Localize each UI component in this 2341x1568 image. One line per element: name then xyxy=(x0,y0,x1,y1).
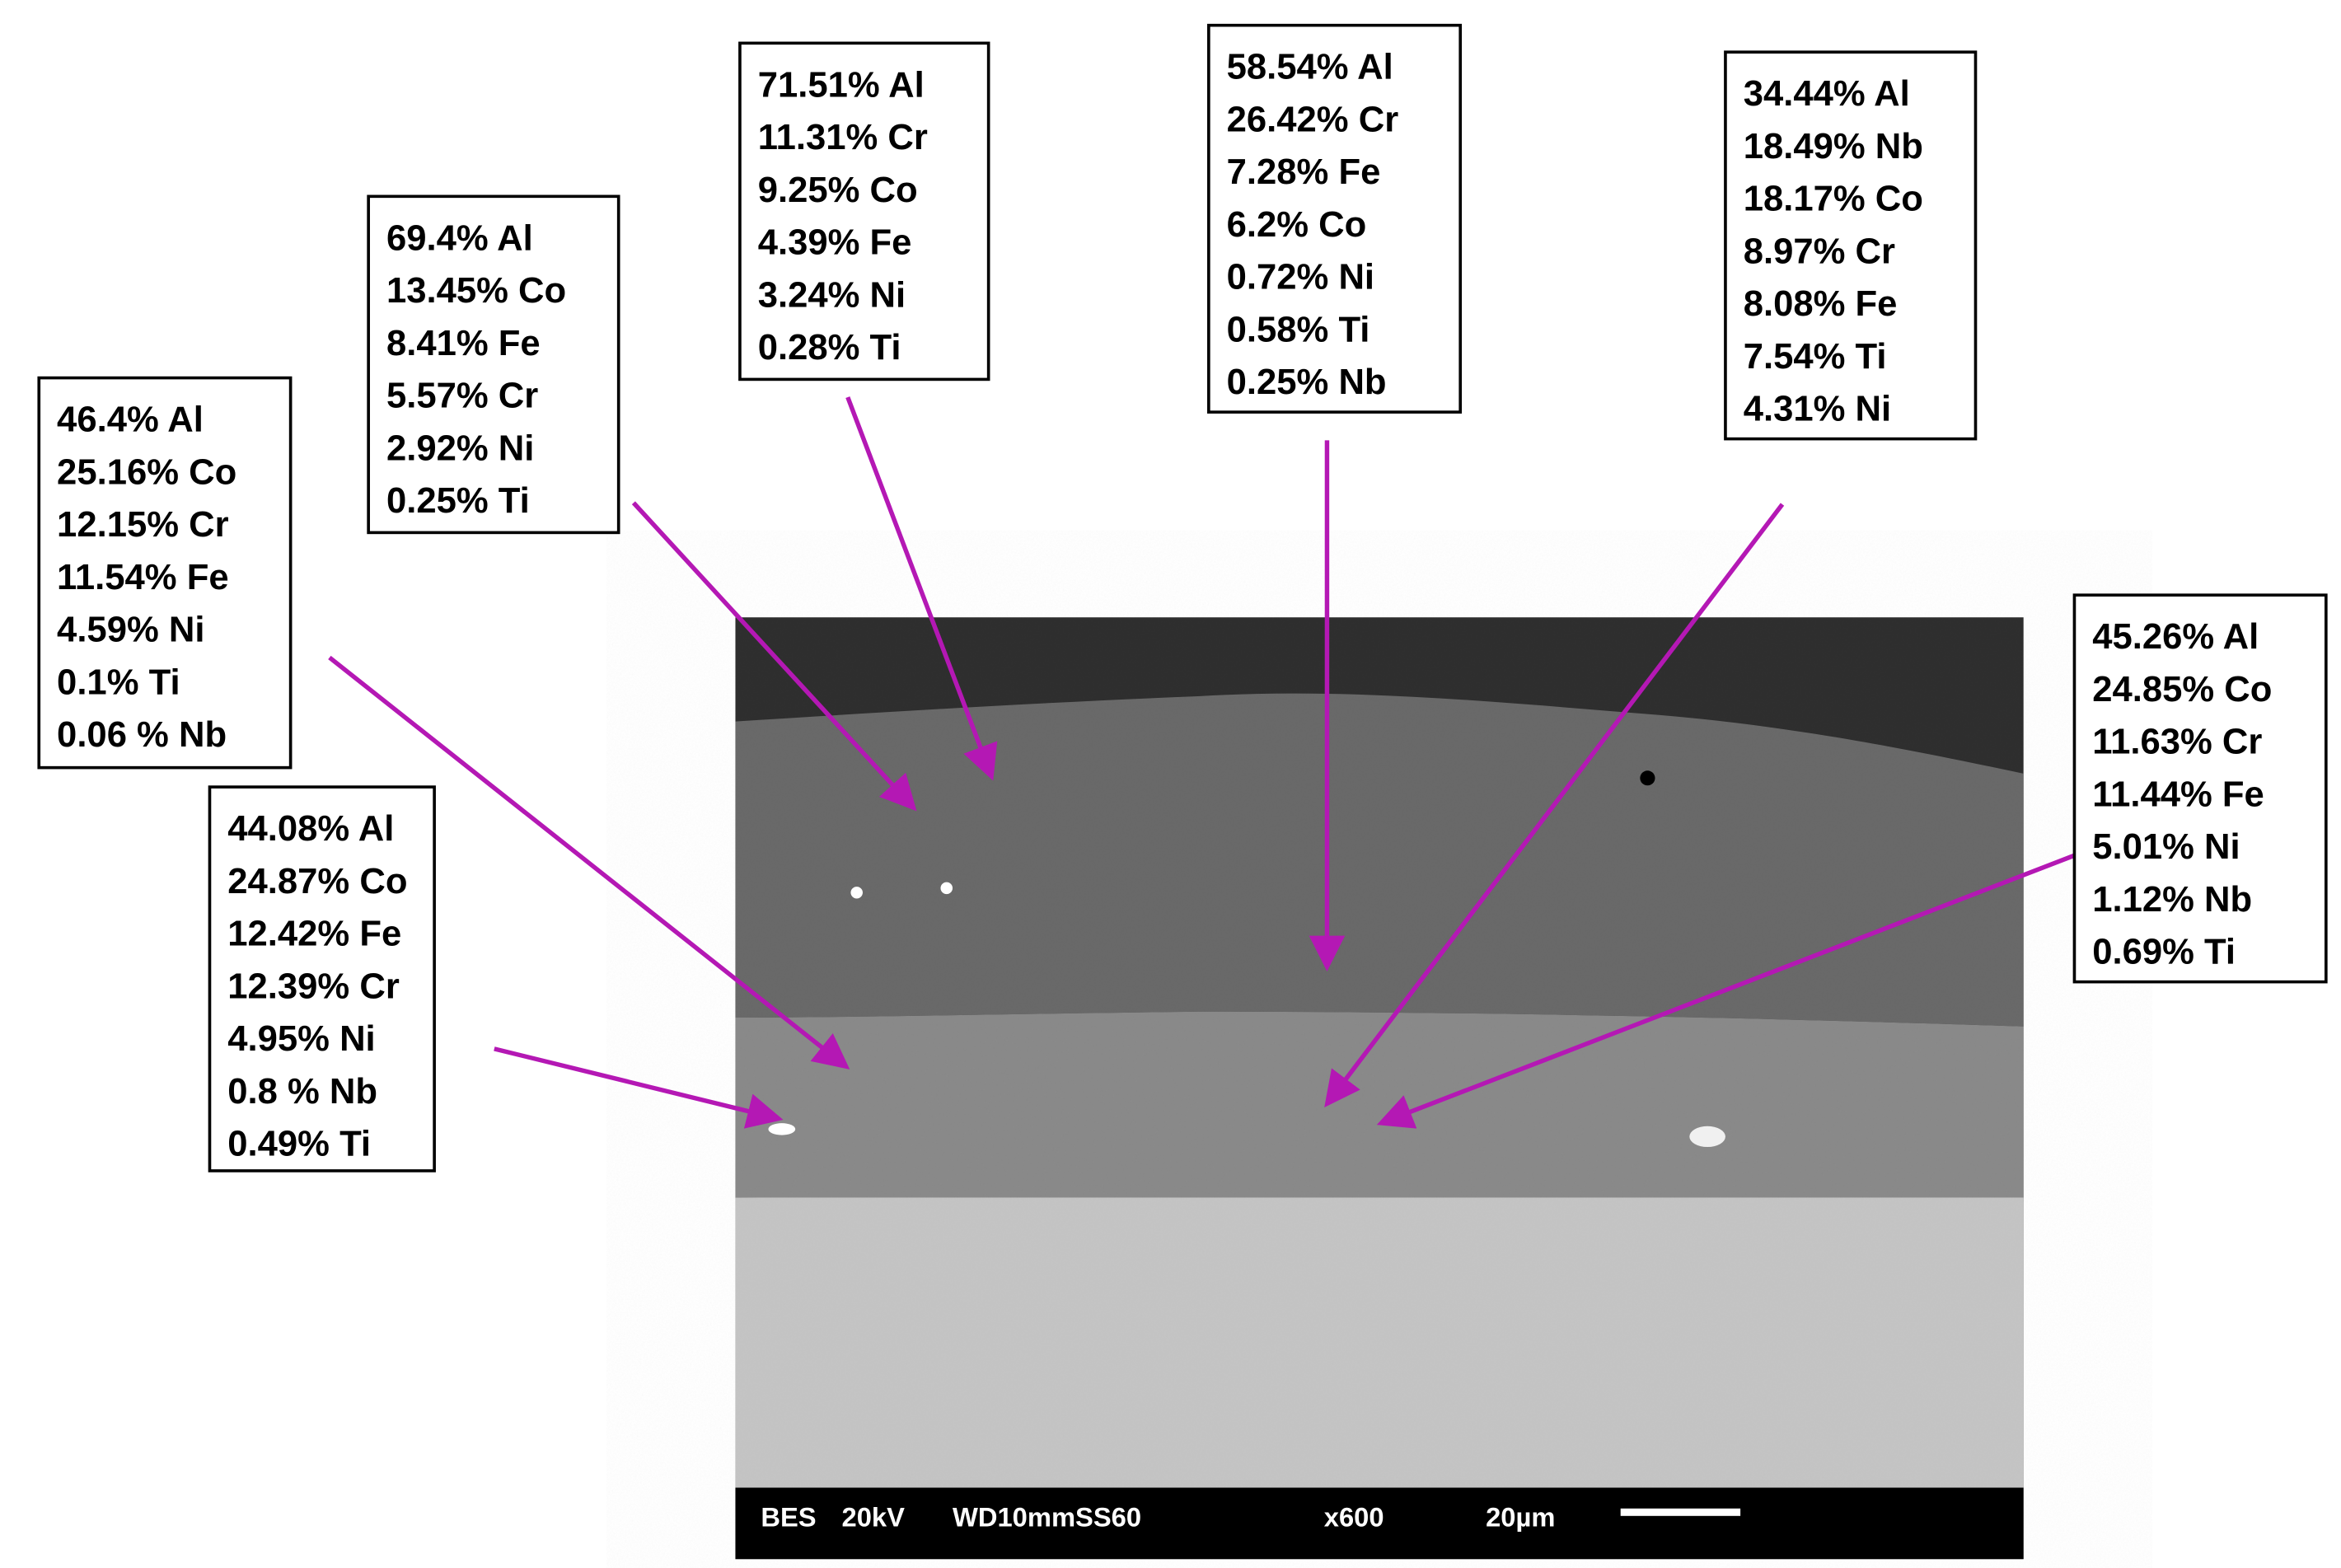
composition-line: 12.42% Fe xyxy=(227,915,401,954)
composition-line: 45.26% Al xyxy=(2092,617,2259,657)
composition-line: 0.69% Ti xyxy=(2092,933,2236,972)
composition-line: 9.25% Co xyxy=(758,171,918,210)
composition-line: 2.92% Ni xyxy=(386,428,534,468)
composition-line: 13.45% Co xyxy=(386,271,566,311)
composition-line: 46.4% Al xyxy=(57,400,204,440)
composition-line: 12.39% Cr xyxy=(227,967,400,1006)
composition-line: 11.54% Fe xyxy=(57,558,229,597)
composition-line: 0.49% Ti xyxy=(227,1125,371,1164)
composition-line: 4.31% Ni xyxy=(1744,390,1891,429)
composition-line: 25.16% Co xyxy=(57,452,236,492)
info-magnification: x600 xyxy=(1324,1502,1384,1533)
composition-line: 5.57% Cr xyxy=(386,377,538,416)
composition-line: 69.4% Al xyxy=(386,218,533,258)
figure: BES 20kV WD10mmSS60 x600 20µm 46.4% Al 25.16%… xyxy=(0,0,2341,1568)
composition-line: 0.28% Ti xyxy=(758,328,901,367)
info-settings: WD10mmSS60 xyxy=(953,1502,1141,1533)
composition-line: 12.15% Cr xyxy=(57,505,229,545)
info-voltage: 20kV xyxy=(842,1502,906,1533)
composition-line: 1.12% Nb xyxy=(2092,880,2252,920)
composition-line: 0.72% Ni xyxy=(1227,258,1374,297)
composition-line: 0.58% Ti xyxy=(1227,310,1370,349)
composition-line: 8.08% Fe xyxy=(1744,284,1898,324)
composition-line: 5.01% Ni xyxy=(2092,827,2240,867)
composition-line: 11.31% Cr xyxy=(758,118,928,157)
composition-line: 3.24% Ni xyxy=(758,275,906,315)
page: BES 20kV WD10mmSS60 x600 20µm 46.4% Al 25.16%… xyxy=(0,0,2341,1568)
composition-line: 8.41% Fe xyxy=(386,324,541,363)
composition-line: 24.87% Co xyxy=(227,862,407,901)
composition-line: 0.1% Ti xyxy=(57,662,180,702)
composition-line: 7.54% Ti xyxy=(1744,337,1887,377)
composition-line: 8.97% Cr xyxy=(1744,232,1895,272)
composition-line: 58.54% Al xyxy=(1227,48,1393,87)
composition-line: 4.59% Ni xyxy=(57,611,204,650)
composition-line: 71.51% Al xyxy=(758,65,925,105)
composition-line: 6.2% Co xyxy=(1227,205,1367,245)
composition-line: 0.25% Nb xyxy=(1227,363,1387,402)
composition-line: 24.85% Co xyxy=(2092,670,2272,709)
composition-line: 0.8 % Nb xyxy=(227,1072,377,1112)
micrograph xyxy=(735,617,2023,1559)
composition-line: 34.44% Al xyxy=(1744,74,1910,114)
annotation: 44.08% Al 24.87% Co 12.42% Fe 12.39% Cr 4.95… xyxy=(209,787,779,1171)
composition-line: 4.95% Ni xyxy=(227,1019,375,1059)
info-detector: BES xyxy=(761,1502,816,1533)
composition-line: 7.28% Fe xyxy=(1227,152,1381,192)
info-scale: 20µm xyxy=(1486,1502,1555,1533)
composition-line: 11.63% Cr xyxy=(2092,723,2262,762)
composition-line: 44.08% Al xyxy=(227,809,394,849)
composition-line: 0.06 % Nb xyxy=(57,715,227,755)
composition-line: 4.39% Fe xyxy=(758,223,912,263)
composition-line: 26.42% Cr xyxy=(1227,101,1399,140)
composition-line: 0.25% Ti xyxy=(386,481,530,521)
composition-line: 11.44% Fe xyxy=(2092,775,2264,815)
composition-line: 18.49% Nb xyxy=(1744,127,1923,166)
composition-line: 18.17% Co xyxy=(1744,180,1923,219)
